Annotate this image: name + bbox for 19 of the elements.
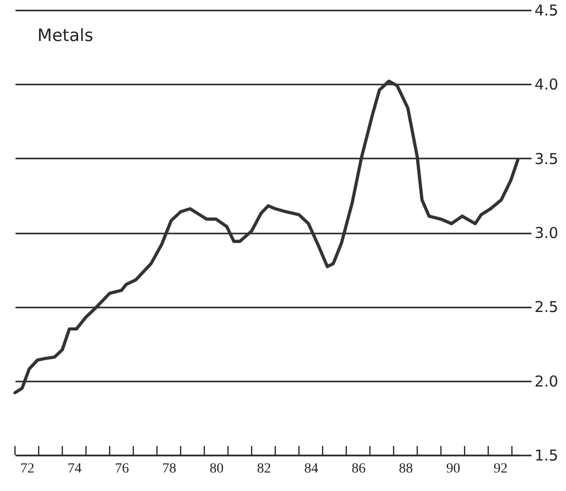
x-tick-label: 78: [162, 462, 176, 476]
x-tick-label: 72: [20, 462, 34, 476]
x-tick-label: 92: [494, 462, 508, 476]
x-tick-label: 80: [210, 462, 224, 476]
y-tick-label: 4.5: [534, 2, 558, 20]
x-tick-label: 86: [352, 462, 366, 476]
x-tick-label: 74: [68, 462, 82, 476]
y-tick-label: 1.5: [534, 446, 558, 464]
y-tick-label: 2.5: [534, 298, 558, 316]
x-tick-label: 82: [256, 462, 271, 476]
y-tick-label: 3.0: [534, 224, 558, 242]
y-tick-label: 2.0: [534, 372, 558, 390]
x-tick-label: 84: [304, 462, 318, 476]
x-tick-label: 76: [114, 462, 129, 476]
text: Metals: [37, 26, 94, 46]
y-tick-label: 4.0: [534, 76, 558, 94]
y-tick-label: 3.5: [534, 150, 558, 168]
x-tick-label: 90: [446, 462, 460, 476]
x-tick-label: 88: [398, 462, 413, 476]
